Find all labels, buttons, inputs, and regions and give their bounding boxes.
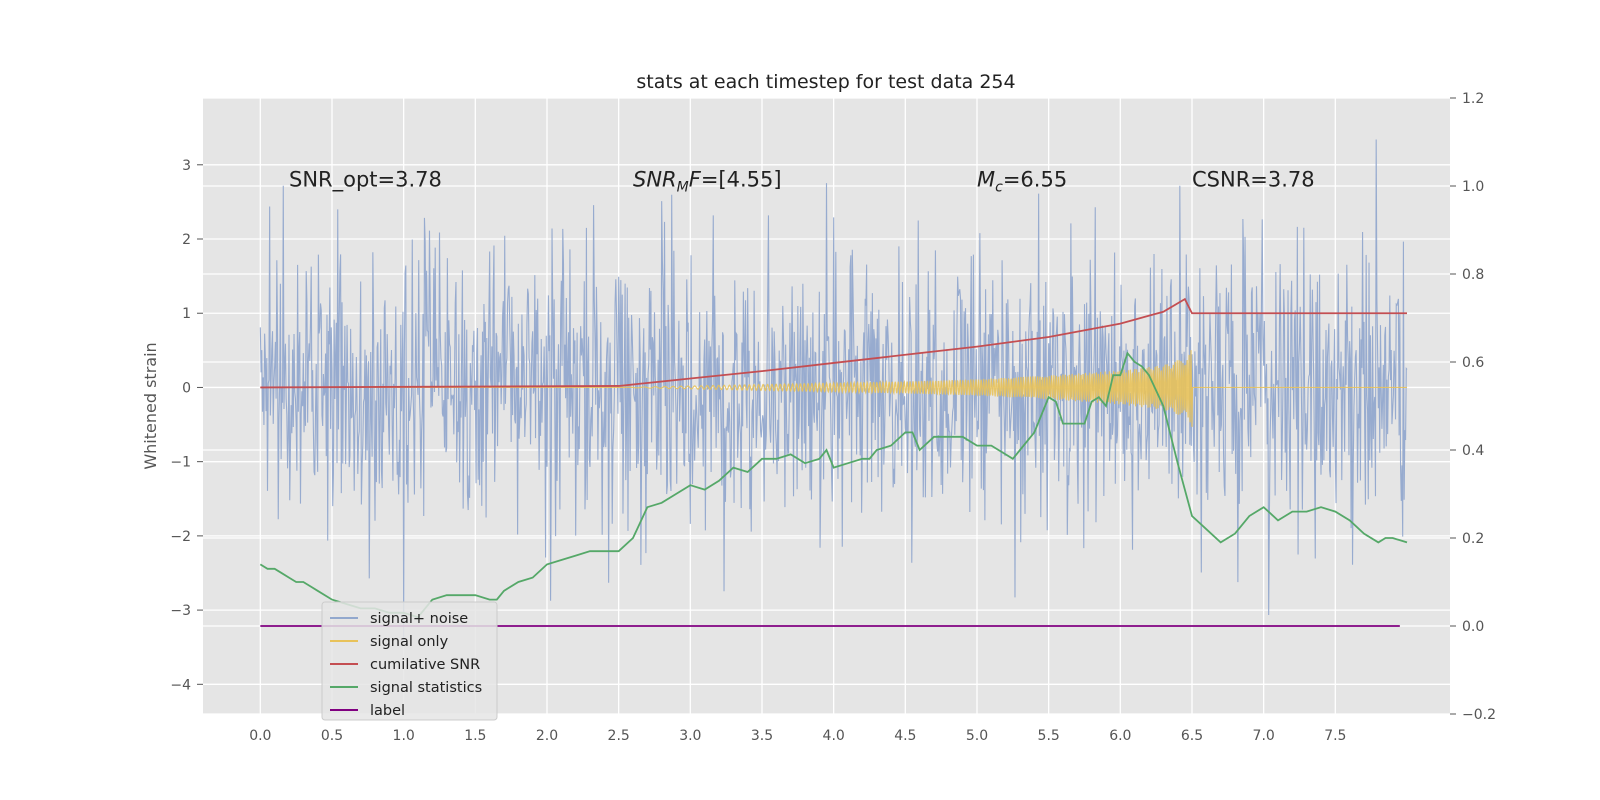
annotation-csnr: CSNR=3.78 [1192, 168, 1315, 192]
y-tick-label: −1 [170, 455, 191, 471]
x-tick-label: 6.0 [1109, 728, 1131, 744]
y2-tick-label: 0.0 [1462, 619, 1484, 635]
y-tick-label: −3 [170, 603, 191, 619]
x-tick-label: 6.5 [1181, 728, 1203, 744]
legend-label: signal only [370, 634, 449, 650]
annotation-mc: Mc=6.55 [977, 168, 1067, 196]
legend-box [321, 601, 498, 721]
x-tick-label: 0.5 [321, 728, 343, 744]
y-tick-label: −2 [170, 529, 191, 545]
annotation-snr_opt: SNR_opt=3.78 [289, 168, 442, 193]
signal-noise-line [259, 139, 1408, 641]
x-tick-label: 7.5 [1324, 728, 1346, 744]
x-tick-label: 0.0 [249, 728, 271, 744]
legend-label: label [370, 703, 405, 719]
x-tick-label: 1.0 [393, 728, 415, 744]
x-tick-label: 5.5 [1038, 728, 1060, 744]
y-tick-label: 3 [182, 158, 191, 174]
legend: signal+ noise signal only cumilative SNR si… [321, 601, 498, 721]
chart-title: stats at each timestep for test data 254 [636, 71, 1015, 93]
y2-tick-label: 0.8 [1462, 267, 1484, 283]
legend-label: signal statistics [370, 680, 482, 696]
y2-tick-label: 1.0 [1462, 179, 1484, 195]
annotations: SNR_opt=3.78 SNRMF=[4.55] Mc=6.55 CSNR=3.78 [289, 168, 1315, 196]
x-tick-label: 3.5 [751, 728, 773, 744]
y2-tick-label: 0.4 [1462, 443, 1484, 459]
y-axis-ticks: −4 −3 −2 −1 0 1 2 3 [170, 158, 203, 693]
x-tick-label: 4.5 [894, 728, 916, 744]
annotation-snr_mf: SNRMF=[4.55] [633, 168, 782, 196]
legend-label: cumilative SNR [370, 657, 480, 673]
y2-tick-label: −0.2 [1462, 707, 1496, 723]
y-tick-label: 1 [182, 306, 191, 322]
x-tick-label: 7.0 [1253, 728, 1275, 744]
x-tick-label: 2.0 [536, 728, 558, 744]
x-tick-label: 2.5 [608, 728, 630, 744]
y2-tick-label: 0.2 [1462, 531, 1484, 547]
x-tick-label: 1.5 [464, 728, 486, 744]
y2-axis-ticks: −0.2 0.0 0.2 0.4 0.6 0.8 1.0 1.2 [1450, 91, 1496, 723]
x-tick-label: 4.0 [823, 728, 845, 744]
x-axis-ticks: 0.0 0.5 1.0 1.5 2.0 2.5 3.0 3.5 4.0 4.5 5.0 5.5 6.0 6… [249, 728, 1346, 744]
y2-tick-label: 1.2 [1462, 91, 1484, 107]
signal-statistics-line [259, 351, 1408, 619]
y-tick-label: 2 [182, 232, 191, 248]
signal-noise-series [259, 139, 1408, 641]
y-tick-label: 0 [182, 380, 191, 396]
y-axis-label: Whitened strain [141, 342, 160, 469]
cumilative-snr-line [260, 297, 1407, 389]
legend-label: signal+ noise [370, 611, 468, 627]
x-tick-label: 3.0 [679, 728, 701, 744]
x-tick-label: 5.0 [966, 728, 988, 744]
y2-tick-label: 0.6 [1462, 355, 1484, 371]
y-tick-label: −4 [170, 677, 191, 693]
